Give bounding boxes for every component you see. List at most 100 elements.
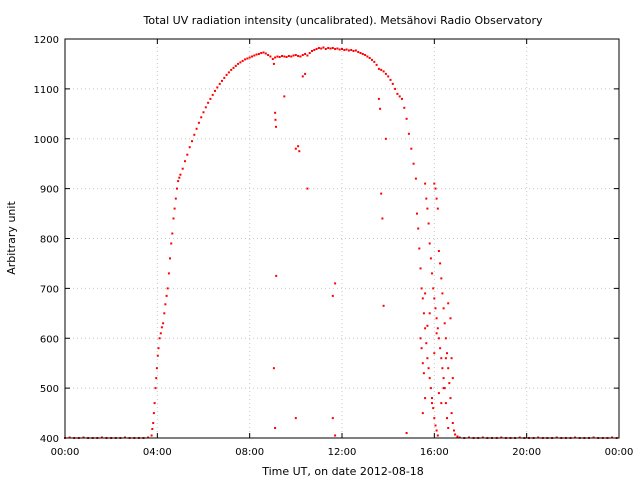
data-point bbox=[341, 48, 343, 50]
data-point bbox=[405, 117, 408, 120]
data-point bbox=[173, 207, 176, 210]
data-point bbox=[276, 55, 279, 58]
data-point bbox=[306, 187, 309, 190]
data-point bbox=[336, 47, 339, 50]
data-point bbox=[153, 402, 156, 405]
data-point bbox=[338, 48, 341, 51]
data-point bbox=[419, 267, 422, 270]
data-point bbox=[447, 302, 450, 305]
y-tick-label: 1100 bbox=[34, 85, 59, 96]
data-point bbox=[317, 47, 320, 49]
data-point bbox=[202, 111, 205, 114]
data-point bbox=[331, 417, 334, 420]
data-point bbox=[414, 177, 417, 180]
data-point bbox=[427, 367, 430, 370]
data-point bbox=[171, 232, 174, 235]
data-point bbox=[264, 52, 267, 55]
data-point bbox=[251, 55, 253, 58]
data-point bbox=[421, 362, 424, 365]
data-point bbox=[320, 47, 323, 50]
data-point bbox=[407, 132, 410, 135]
data-point bbox=[450, 357, 453, 360]
data-point bbox=[371, 58, 373, 61]
data-point bbox=[274, 56, 277, 59]
data-point bbox=[380, 68, 383, 71]
data-point bbox=[331, 294, 334, 297]
data-point bbox=[434, 307, 437, 310]
y-tick-label: 1200 bbox=[34, 35, 59, 46]
data-point bbox=[160, 326, 163, 329]
data-point bbox=[433, 182, 436, 185]
data-point bbox=[434, 187, 437, 190]
data-point bbox=[405, 432, 408, 434]
x-tick-label: 16:00 bbox=[420, 447, 449, 458]
data-point bbox=[271, 58, 274, 60]
data-point bbox=[315, 48, 318, 50]
data-point bbox=[354, 49, 357, 52]
data-point bbox=[433, 297, 436, 300]
data-point bbox=[410, 147, 413, 150]
data-point bbox=[225, 73, 228, 76]
data-point bbox=[200, 116, 203, 119]
data-point bbox=[449, 317, 452, 320]
data-point bbox=[327, 47, 330, 49]
data-point bbox=[441, 292, 444, 295]
data-point bbox=[156, 354, 159, 357]
data-point bbox=[155, 367, 158, 370]
data-point bbox=[334, 282, 337, 285]
data-point bbox=[377, 97, 380, 100]
data-point bbox=[381, 217, 384, 220]
y-tick-label: 1000 bbox=[34, 135, 59, 146]
data-point bbox=[442, 377, 445, 380]
data-point bbox=[424, 182, 427, 185]
data-point bbox=[345, 48, 348, 51]
data-point bbox=[207, 101, 210, 104]
data-point bbox=[278, 56, 281, 58]
data-point bbox=[170, 242, 173, 245]
data-point bbox=[384, 137, 387, 140]
data-point bbox=[419, 337, 422, 340]
data-point bbox=[257, 53, 260, 55]
data-point bbox=[177, 180, 180, 183]
data-point bbox=[444, 337, 447, 340]
data-point bbox=[237, 62, 240, 65]
data-point bbox=[304, 53, 307, 55]
y-tick-label: 800 bbox=[40, 235, 59, 246]
y-axis-ticks: 400 500 600 700 800 900 1000 1100 1200 bbox=[34, 35, 619, 445]
data-point bbox=[150, 434, 153, 437]
data-point bbox=[434, 424, 437, 427]
data-point bbox=[441, 367, 444, 370]
data-point bbox=[230, 68, 233, 71]
y-tick-label: 600 bbox=[40, 334, 59, 345]
data-point bbox=[426, 207, 429, 210]
data-point bbox=[443, 322, 446, 325]
data-point bbox=[272, 62, 275, 65]
data-point bbox=[178, 176, 181, 179]
data-point bbox=[164, 303, 167, 306]
data-point bbox=[246, 57, 249, 60]
data-point bbox=[421, 412, 424, 415]
data-point bbox=[432, 287, 435, 290]
data-point bbox=[223, 76, 226, 79]
data-point bbox=[155, 377, 158, 380]
data-point bbox=[379, 107, 382, 110]
data-point bbox=[166, 287, 169, 290]
data-point bbox=[435, 332, 438, 335]
data-point bbox=[322, 46, 325, 49]
data-point bbox=[364, 54, 367, 56]
data-point bbox=[184, 160, 186, 163]
data-point bbox=[451, 422, 454, 424]
data-point bbox=[244, 58, 247, 61]
data-point bbox=[158, 337, 161, 340]
x-tick-label: 00:00 bbox=[51, 447, 80, 458]
data-point bbox=[188, 146, 191, 149]
data-point bbox=[294, 147, 297, 150]
data-point bbox=[324, 48, 327, 50]
data-point bbox=[380, 192, 383, 195]
data-point bbox=[437, 250, 440, 252]
data-point bbox=[204, 106, 207, 109]
data-point bbox=[417, 227, 420, 230]
data-point bbox=[361, 53, 364, 55]
data-point bbox=[218, 82, 221, 85]
x-tick-label: 08:00 bbox=[235, 447, 264, 458]
